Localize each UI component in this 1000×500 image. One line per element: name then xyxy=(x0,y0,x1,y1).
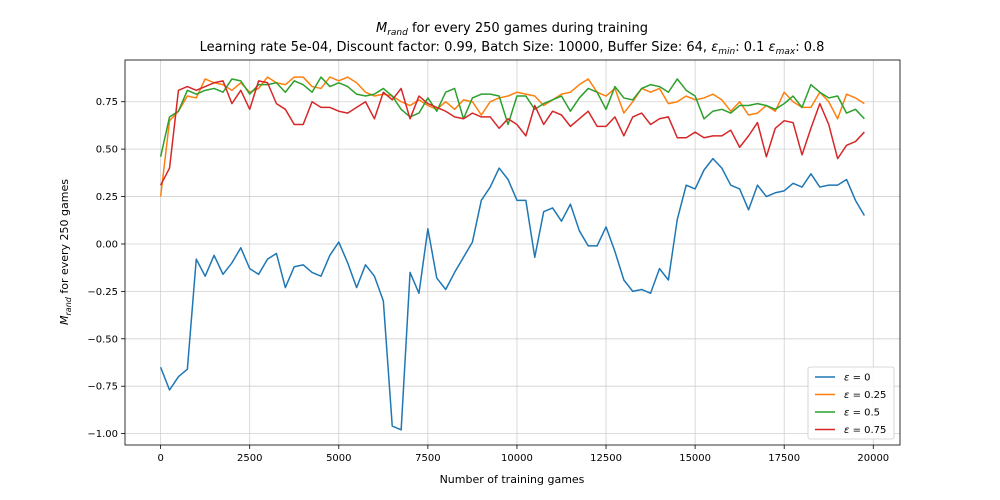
y-tick-label: −0.50 xyxy=(87,334,118,345)
y-tick-label: 0.00 xyxy=(96,239,118,250)
series-line-3 xyxy=(159,80,865,186)
x-axis-label: Number of training games xyxy=(440,473,585,486)
x-tick-label: 7500 xyxy=(415,453,440,464)
legend-label-0: ε = 0 xyxy=(844,373,871,384)
series-line-1 xyxy=(159,76,865,197)
x-tick-label: 20000 xyxy=(857,453,889,464)
y-tick-label: 0.25 xyxy=(96,192,118,203)
y-tick-label: −0.25 xyxy=(87,287,118,298)
x-tick-label: 12500 xyxy=(590,453,622,464)
legend-box xyxy=(807,366,895,440)
x-tick-label: 2500 xyxy=(237,453,262,464)
legend-label-2: ε = 0.5 xyxy=(844,408,880,419)
legend-label-3: ε = 0.75 xyxy=(844,425,886,436)
plot-frame xyxy=(124,59,901,446)
chart-title: Mrand for every 250 games during trainin… xyxy=(376,21,648,38)
x-axis: 0 2500 5000 7500 10000 12500 15000 17500 20000 xyxy=(157,445,889,464)
chart-subtitle: Learning rate 5e-04, Discount factor: 0.… xyxy=(200,40,825,57)
y-tick-label: −1.00 xyxy=(87,429,118,440)
y-tick-label: −0.75 xyxy=(87,382,118,393)
y-tick-label: 0.50 xyxy=(96,145,118,156)
y-axis: −1.00 −0.75 −0.50 −0.25 0.00 0.25 0.50 0.75 xyxy=(87,97,125,440)
x-tick-label: 10000 xyxy=(501,453,533,464)
x-tick-label: 5000 xyxy=(326,453,351,464)
y-axis-label: Mrand for every 250 games xyxy=(58,179,73,325)
series-layer xyxy=(159,76,866,431)
series-line-2 xyxy=(159,76,865,157)
x-tick-label: 17500 xyxy=(768,453,800,464)
x-tick-label: 0 xyxy=(157,453,163,464)
legend-label-1: ε = 0.25 xyxy=(844,390,886,401)
x-tick-label: 15000 xyxy=(679,453,711,464)
series-line-0 xyxy=(159,157,866,431)
y-tick-label: 0.75 xyxy=(96,97,118,108)
legend: ε = 0 ε = 0.25 ε = 0.5 ε = 0.75 xyxy=(807,366,895,440)
